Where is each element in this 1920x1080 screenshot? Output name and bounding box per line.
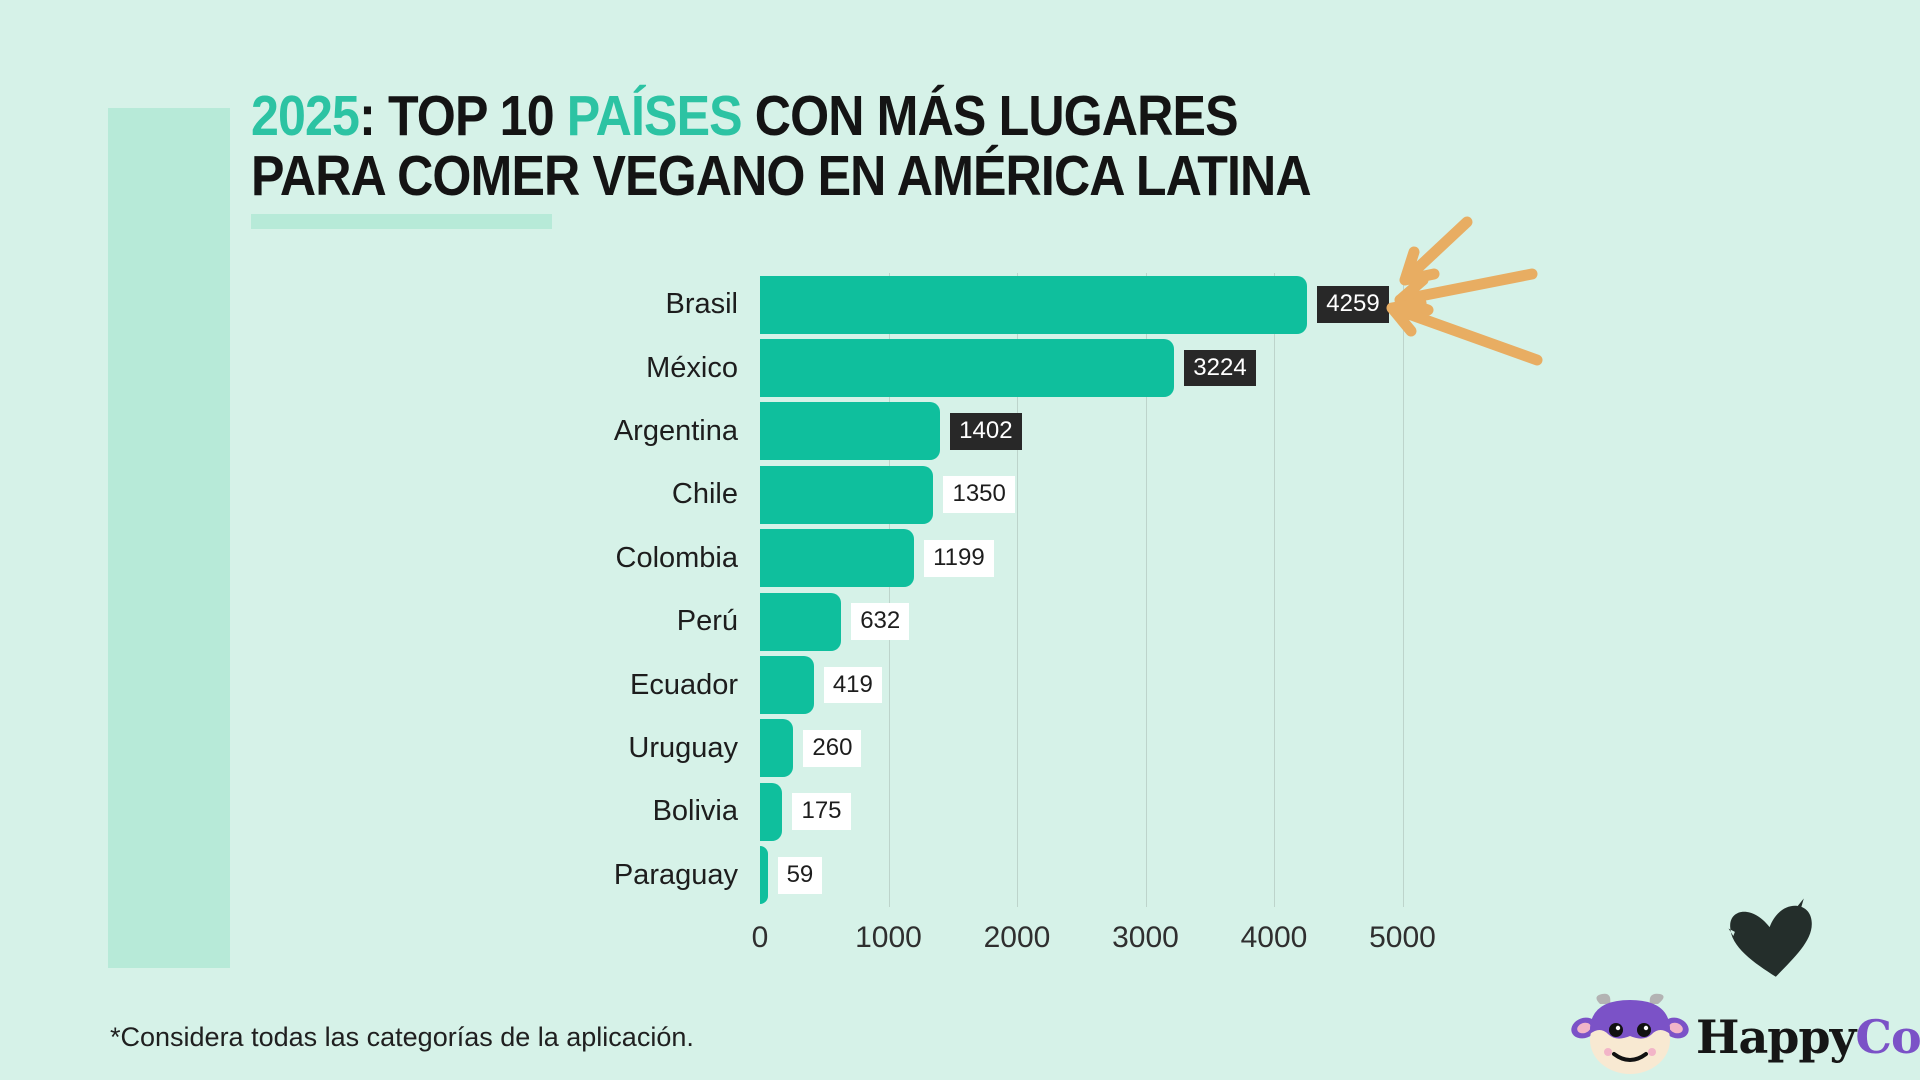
chart-rows: Brasil 4259 México 3224 Argentina 1402 Chile 13… (470, 273, 1450, 907)
footnote: *Considera todas las categorías de la ap… (110, 1022, 694, 1052)
value-label: 632 (851, 603, 910, 641)
bar-area: 1402 (760, 402, 1450, 461)
bar-row: Argentina 1402 (470, 400, 1450, 463)
value-label: 175 (792, 793, 851, 831)
bar-row: Uruguay 260 (470, 717, 1450, 780)
bar-area: 3224 (760, 339, 1450, 398)
gridline (888, 273, 890, 907)
x-tick-label: 3000 (1112, 921, 1179, 954)
title-underline (251, 214, 552, 229)
bar-area: 419 (760, 656, 1450, 715)
country-label: México (646, 351, 738, 384)
bar-area: 632 (760, 592, 1450, 651)
bar-row: Perú 632 (470, 590, 1450, 653)
bar (760, 339, 1175, 398)
bar-area: 175 (760, 782, 1450, 841)
chart-gridlines (760, 273, 1432, 907)
bar-row: Paraguay 59 (470, 844, 1450, 907)
gridline (1017, 273, 1018, 907)
bar (760, 782, 783, 841)
hand-drawn-arrows-icon (1386, 216, 1543, 366)
decorative-side-band (108, 108, 230, 968)
title-line2: PARA COMER VEGANO EN AMÉRICA LATINA (251, 144, 1312, 209)
country-label: Paraguay (613, 858, 738, 891)
bar-row: México 3224 (470, 336, 1450, 399)
logo-wordmark: HappyCow (1696, 1010, 1920, 1064)
x-tick-label: 2000 (983, 921, 1051, 954)
bar (760, 529, 915, 588)
value-label: 1199 (924, 539, 994, 577)
bar-row: Brasil 4259 (470, 273, 1450, 336)
country-label: Bolivia (652, 795, 738, 828)
bar-row: Colombia 1199 (470, 527, 1450, 590)
country-label: Uruguay (628, 731, 738, 764)
bar (760, 719, 794, 778)
bar-area: 59 (760, 846, 1450, 905)
value-label: 1402 (950, 413, 1022, 450)
value-label: 260 (803, 730, 862, 767)
country-label: Chile (671, 478, 738, 511)
gridline (1145, 273, 1147, 907)
bar-area: 4259 (760, 275, 1450, 334)
value-label: 4259 (1317, 286, 1389, 324)
bar (760, 592, 842, 651)
country-label: Perú (676, 605, 738, 638)
value-label: 59 (777, 856, 823, 894)
title-year: 2025 (251, 84, 360, 148)
bar-row: Chile 1350 (470, 463, 1450, 526)
title-paises: PAÍSES (566, 84, 743, 148)
page-title: 2025: TOP 10 PAÍSES CON MÁS LUGARES PARA … (251, 84, 1312, 209)
x-tick-label: 5000 (1369, 921, 1436, 954)
value-label: 419 (823, 666, 882, 704)
x-tick-label: 4000 (1240, 921, 1308, 954)
bar-area: 1199 (760, 529, 1450, 588)
x-axis: 0 1000 2000 3000 4000 5000 (752, 921, 1436, 961)
heart-brush-icon (1728, 898, 1812, 977)
country-label: Brasil (665, 288, 738, 321)
bar-area: 260 (760, 719, 1450, 778)
country-label: Ecuador (629, 668, 738, 701)
x-tick-label: 0 (751, 921, 769, 954)
bar (760, 846, 768, 905)
cow-icon (1571, 993, 1689, 1074)
bar (760, 656, 814, 715)
x-tick-label: 1000 (855, 921, 922, 954)
country-label: Colombia (615, 541, 739, 574)
gridline (1274, 273, 1275, 907)
value-label: 3224 (1184, 349, 1256, 387)
bar-row: Bolivia 175 (470, 780, 1450, 843)
bar-chart: Brasil 4259 México 3224 Argentina 1402 Chile 13… (470, 273, 1450, 973)
bar-area: 1350 (760, 465, 1450, 524)
happycow-logo: HappyCow (1570, 992, 1920, 1076)
country-label: Argentina (613, 414, 738, 447)
value-label: 1350 (943, 476, 1015, 514)
bar (760, 402, 941, 461)
bar-row: Ecuador 419 (470, 653, 1450, 716)
bar (760, 275, 1308, 334)
gridline (1402, 273, 1404, 907)
bar (760, 465, 934, 524)
